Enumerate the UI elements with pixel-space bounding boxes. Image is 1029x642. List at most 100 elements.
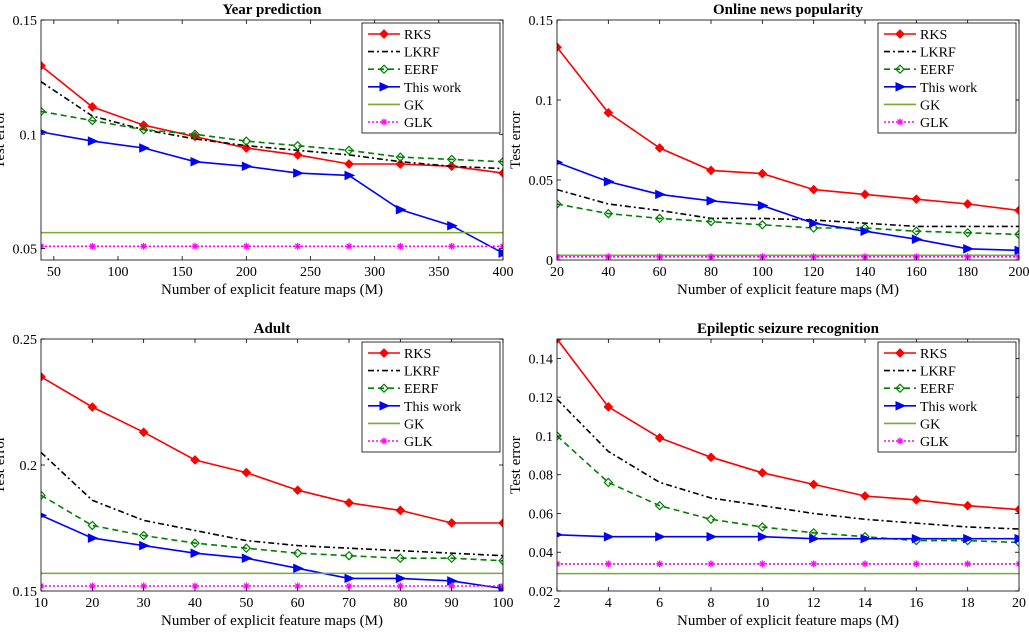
series-line-eerf bbox=[557, 435, 1019, 544]
data-point-this-work bbox=[395, 573, 407, 584]
x-axis-label: Number of explicit feature maps (M) bbox=[161, 282, 383, 298]
y-tick-label: 0.2 bbox=[20, 459, 38, 474]
legend-label: GLK bbox=[404, 116, 433, 131]
data-point-this-work bbox=[447, 220, 458, 231]
legend-label: LKRF bbox=[404, 46, 440, 61]
data-point-rks bbox=[292, 150, 303, 160]
legend-marker bbox=[379, 82, 391, 92]
data-point-rks bbox=[241, 467, 252, 478]
data-point-rks bbox=[557, 42, 562, 53]
data-point-glk bbox=[41, 582, 45, 590]
data-point-eerf bbox=[41, 106, 46, 117]
data-point-eerf bbox=[603, 208, 614, 219]
data-point-eerf bbox=[757, 219, 768, 230]
data-point-glk bbox=[499, 242, 503, 250]
data-point-this-work bbox=[963, 533, 974, 544]
y-tick-label: 0.02 bbox=[529, 585, 554, 600]
y-tick-label: 0.1 bbox=[20, 128, 38, 143]
x-tick-label: 50 bbox=[47, 265, 61, 280]
series-line-eerf bbox=[557, 203, 1019, 236]
legend-item-eerf: EERF bbox=[884, 382, 954, 397]
chart-panel-2: 20 40 60 80 100 120 140 160 180 200 0 0.05 0.1 0.15 On… bbox=[508, 2, 1029, 298]
series-group bbox=[557, 339, 1019, 575]
y-tick-label: 0.05 bbox=[13, 243, 38, 258]
legend-marker bbox=[895, 82, 907, 92]
x-tick-label: 80 bbox=[393, 596, 407, 611]
x-tick-label: 160 bbox=[906, 265, 927, 280]
legend-marker bbox=[895, 29, 905, 39]
series-line-lkrf bbox=[557, 398, 1019, 530]
legend: RKS LKRF EERF This work GK GLK bbox=[877, 341, 1017, 453]
data-point-this-work bbox=[603, 531, 615, 542]
series-line-this-work bbox=[557, 534, 1019, 540]
x-axis-label: Number of explicit feature maps (M) bbox=[677, 282, 899, 298]
legend-item-this-work: This work bbox=[884, 81, 977, 96]
data-point-this-work bbox=[1014, 245, 1019, 256]
data-point-this-work bbox=[809, 533, 820, 544]
data-point-glk bbox=[707, 560, 715, 568]
x-tick-label: 4 bbox=[605, 596, 612, 611]
data-point-glk bbox=[41, 242, 45, 250]
legend-marker bbox=[380, 437, 388, 445]
data-point-eerf bbox=[911, 226, 922, 237]
data-point-glk bbox=[861, 560, 869, 568]
x-tick-label: 30 bbox=[137, 596, 151, 611]
data-point-rks bbox=[706, 165, 716, 176]
data-point-rks bbox=[344, 497, 354, 508]
legend-label: GLK bbox=[404, 435, 433, 450]
legend-item-lkrf: LKRF bbox=[884, 365, 956, 380]
data-point-eerf bbox=[344, 145, 354, 156]
data-point-this-work bbox=[911, 533, 923, 544]
data-point-eerf bbox=[138, 530, 149, 541]
series-line-this-work bbox=[41, 131, 503, 254]
data-point-eerf bbox=[395, 152, 406, 162]
legend-marker bbox=[895, 383, 905, 394]
legend-item-rks: RKS bbox=[368, 28, 431, 43]
data-point-glk bbox=[557, 560, 561, 568]
data-point-rks bbox=[808, 479, 819, 490]
legend-marker bbox=[379, 348, 389, 358]
legend-label: This work bbox=[920, 400, 977, 415]
data-point-this-work bbox=[757, 531, 769, 542]
series-line-rks bbox=[557, 46, 1019, 212]
legend-label: EERF bbox=[404, 63, 438, 78]
legend-label: LKRF bbox=[920, 46, 956, 61]
legend-label: EERF bbox=[920, 63, 954, 78]
y-tick-label: 0.25 bbox=[13, 333, 38, 348]
x-tick-label: 300 bbox=[364, 265, 385, 280]
legend-label: This work bbox=[920, 81, 977, 96]
data-point-this-work bbox=[344, 170, 356, 181]
axes-frame bbox=[556, 338, 1020, 592]
legend-label: EERF bbox=[920, 382, 954, 397]
x-tick-label: 8 bbox=[708, 596, 715, 611]
data-point-this-work bbox=[395, 204, 407, 215]
series-line-lkrf bbox=[41, 81, 503, 170]
series-line-this-work bbox=[557, 161, 1019, 252]
data-point-eerf bbox=[87, 115, 98, 126]
data-point-glk bbox=[345, 242, 353, 250]
x-tick-label: 80 bbox=[704, 265, 718, 280]
data-point-rks bbox=[344, 159, 354, 169]
legend-marker bbox=[895, 401, 907, 411]
legend-item-glk: GLK bbox=[884, 116, 949, 131]
data-point-this-work bbox=[655, 531, 666, 542]
y-tick-label: 0.1 bbox=[536, 430, 554, 445]
legend-marker bbox=[895, 64, 905, 75]
x-tick-label: 6 bbox=[656, 596, 663, 611]
data-point-eerf bbox=[557, 199, 562, 209]
legend-item-eerf: EERF bbox=[368, 63, 438, 78]
series-line-rks bbox=[41, 376, 503, 524]
axes-frame bbox=[40, 19, 504, 261]
x-tick-label: 20 bbox=[85, 596, 99, 611]
series-group bbox=[41, 371, 503, 591]
legend-box bbox=[361, 22, 501, 134]
x-tick-label: 60 bbox=[653, 265, 667, 280]
data-point-glk bbox=[964, 560, 972, 568]
legend-label: RKS bbox=[404, 28, 431, 43]
x-tick-label: 200 bbox=[236, 265, 257, 280]
chart-title: Year prediction bbox=[222, 2, 322, 18]
data-point-rks bbox=[706, 452, 716, 463]
legend-label: RKS bbox=[920, 347, 947, 362]
x-tick-label: 350 bbox=[428, 265, 449, 280]
y-tick-label: 0.04 bbox=[529, 546, 554, 561]
